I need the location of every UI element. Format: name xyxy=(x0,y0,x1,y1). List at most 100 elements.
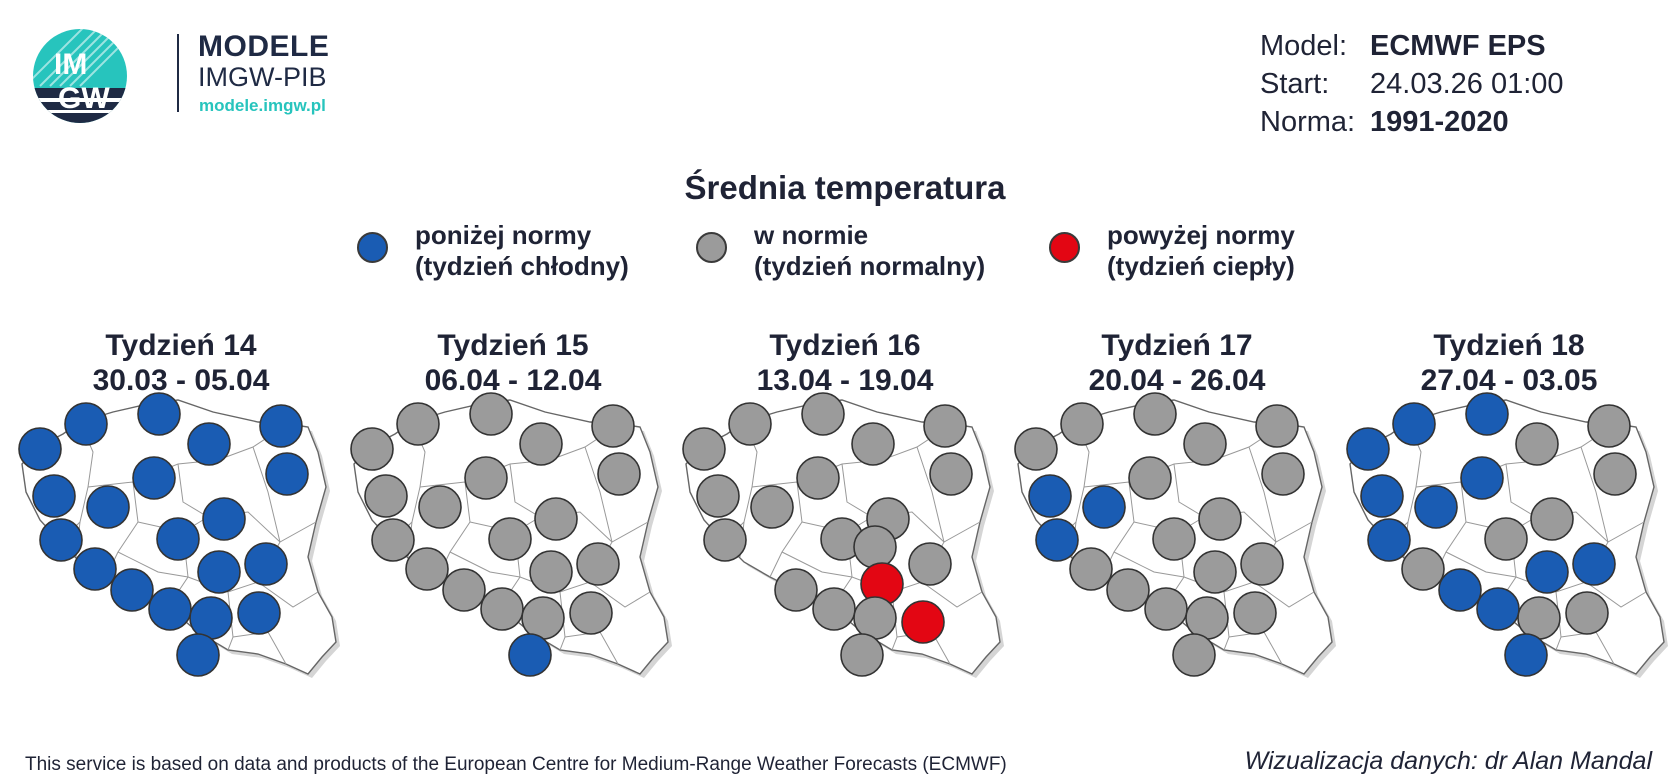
station-marker-normal xyxy=(371,518,415,562)
legend-dot-above xyxy=(1049,232,1080,263)
week-dates: 13.04 - 19.04 xyxy=(756,364,934,397)
legend-label-below: poniżej normy (tydzień chłodny) xyxy=(415,220,629,282)
logo-mark-text-top: IM xyxy=(54,48,87,81)
station-marker-normal xyxy=(1233,591,1277,635)
station-marker-normal xyxy=(796,456,840,500)
station-marker-normal xyxy=(1193,550,1237,594)
station-marker-normal xyxy=(840,633,884,677)
visualization-credit: Wizualizacja danych: dr Alan Mandal xyxy=(1244,747,1652,775)
station-marker-normal xyxy=(703,518,747,562)
station-marker-normal xyxy=(534,497,578,541)
station-marker-below xyxy=(187,422,231,466)
station-marker-normal xyxy=(1069,547,1113,591)
station-marker-normal xyxy=(1198,497,1242,541)
region-border xyxy=(1253,581,1315,608)
station-marker-below xyxy=(1367,518,1411,562)
week-name: Tydzień 16 xyxy=(769,329,921,362)
station-marker-normal xyxy=(1240,542,1284,586)
station-marker-normal xyxy=(923,404,967,448)
station-marker-below xyxy=(1392,402,1436,446)
station-marker-below xyxy=(1476,587,1520,631)
week-map xyxy=(682,392,1004,678)
station-marker-normal xyxy=(1185,596,1229,640)
station-marker-below xyxy=(156,517,200,561)
legend-label-line1: poniżej normy xyxy=(415,220,592,250)
station-marker-normal xyxy=(1014,427,1058,471)
station-marker-normal xyxy=(1517,596,1561,640)
legend-label-line2: (tydzień ciepły) xyxy=(1107,251,1295,281)
station-marker-normal xyxy=(591,404,635,448)
station-marker-below xyxy=(132,456,176,500)
station-marker-below xyxy=(86,485,130,529)
station-marker-below xyxy=(1082,485,1126,529)
station-marker-normal xyxy=(1587,404,1631,448)
region-border xyxy=(769,481,803,578)
week-map xyxy=(1014,392,1336,678)
station-marker-normal xyxy=(728,402,772,446)
station-marker-below xyxy=(32,474,76,518)
station-marker-normal xyxy=(1565,591,1609,635)
station-marker-below xyxy=(202,497,246,541)
station-marker-normal xyxy=(529,550,573,594)
week-name: Tydzień 18 xyxy=(1433,329,1585,362)
station-marker-normal xyxy=(597,452,641,496)
week-title-16: Tydzień 16 13.04 - 19.04 xyxy=(685,328,1005,398)
region-border xyxy=(1580,446,1645,543)
station-marker-normal xyxy=(1515,422,1559,466)
week-name: Tydzień 14 xyxy=(105,329,257,362)
station-marker-normal xyxy=(464,456,508,500)
week-title-15: Tydzień 15 06.04 - 12.04 xyxy=(353,328,673,398)
region-border xyxy=(449,551,521,578)
region-border xyxy=(252,446,317,543)
ecmwf-attribution: This service is based on data and produc… xyxy=(25,754,1007,775)
station-marker-below xyxy=(176,633,220,677)
station-marker-below xyxy=(1035,518,1079,562)
station-marker-normal xyxy=(576,542,620,586)
legend-label-line1: powyżej normy xyxy=(1107,220,1295,250)
info-label: Norma: xyxy=(1260,106,1356,138)
station-marker-normal xyxy=(774,568,818,612)
station-marker-normal xyxy=(405,547,449,591)
region-border xyxy=(589,581,651,608)
station-marker-below xyxy=(259,404,303,448)
station-marker-normal xyxy=(853,596,897,640)
station-marker-normal xyxy=(1261,452,1305,496)
station-marker-normal xyxy=(1401,547,1445,591)
station-marker-normal xyxy=(418,485,462,529)
station-marker-normal xyxy=(350,427,394,471)
station-marker-normal xyxy=(488,517,532,561)
station-marker-normal xyxy=(750,485,794,529)
station-marker-normal xyxy=(1183,422,1227,466)
legend-label-line2: (tydzień chłodny) xyxy=(415,251,629,281)
station-marker-normal xyxy=(1255,404,1299,448)
station-marker-normal xyxy=(812,587,856,631)
station-marker-normal xyxy=(929,452,973,496)
legend-dot-normal xyxy=(696,232,727,263)
station-marker-below xyxy=(508,633,552,677)
station-marker-below xyxy=(1572,542,1616,586)
station-marker-below xyxy=(1525,550,1569,594)
info-value: 1991-2020 xyxy=(1370,106,1509,138)
station-marker-normal xyxy=(396,402,440,446)
week-name: Tydzień 15 xyxy=(437,329,589,362)
station-marker-below xyxy=(148,587,192,631)
station-marker-below xyxy=(1465,392,1509,436)
station-marker-normal xyxy=(801,392,845,436)
week-title-17: Tydzień 17 20.04 - 26.04 xyxy=(1017,328,1337,398)
region-border xyxy=(117,551,189,578)
logo-name: MODELE xyxy=(198,30,330,63)
station-marker-normal xyxy=(364,474,408,518)
week-map xyxy=(350,392,672,678)
week-map xyxy=(18,392,340,678)
station-marker-above xyxy=(901,600,945,644)
logo-subtitle: IMGW-PIB xyxy=(198,62,327,92)
legend-label-normal: w normie (tydzień normalny) xyxy=(754,220,985,282)
station-marker-normal xyxy=(682,427,726,471)
station-marker-below xyxy=(18,427,62,471)
station-marker-normal xyxy=(1593,452,1637,496)
station-marker-normal xyxy=(480,587,524,631)
station-marker-normal xyxy=(908,542,952,586)
week-name: Tydzień 17 xyxy=(1101,329,1253,362)
station-marker-below xyxy=(237,591,281,635)
